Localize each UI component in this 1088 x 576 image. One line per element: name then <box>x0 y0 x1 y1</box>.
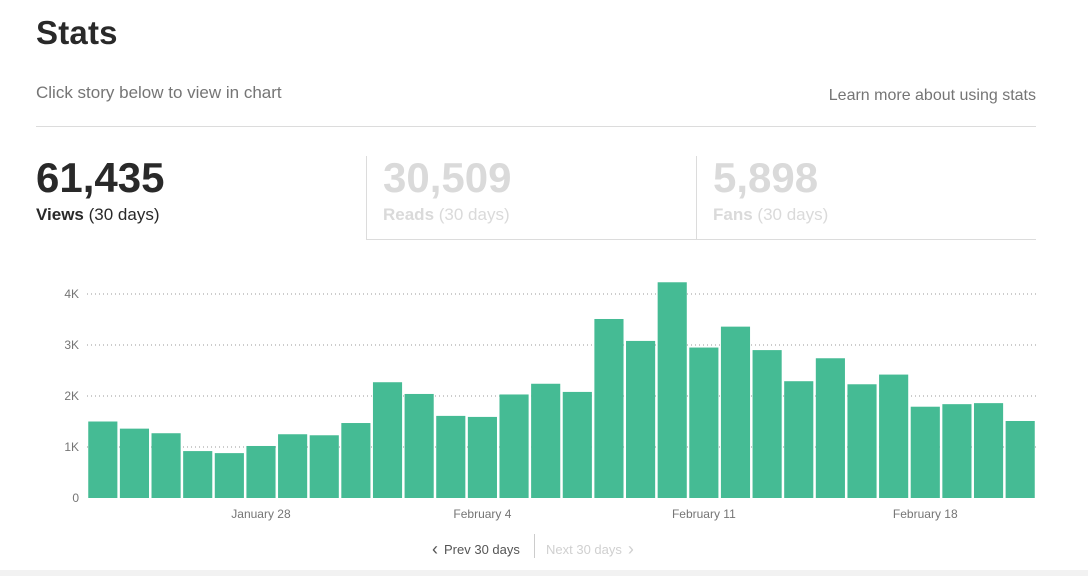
y-tick-label: 0 <box>72 491 79 505</box>
chart-bar <box>372 382 403 498</box>
fans-label: Fans <box>713 205 753 224</box>
chart-bar <box>1005 420 1035 498</box>
reads-count: 30,509 <box>383 154 512 201</box>
chart-bar <box>910 406 940 498</box>
chart-bar <box>973 403 1004 498</box>
chart-bar <box>309 435 339 498</box>
views-period: (30 days) <box>88 205 160 224</box>
bottom-edge <box>0 570 1088 576</box>
chart-bar <box>594 318 624 498</box>
prev-30-days-button[interactable]: ‹ Prev 30 days <box>426 538 520 560</box>
chart-bar <box>626 340 656 498</box>
page-title: Stats <box>36 14 118 51</box>
y-tick-label: 4K <box>64 287 79 301</box>
chart-bar <box>404 393 434 498</box>
x-tick-label: January 28 <box>231 507 291 521</box>
chart-bar <box>847 384 877 498</box>
chart-bar <box>278 434 308 498</box>
tab-reads[interactable]: 30,509 Reads (30 days) <box>366 156 696 240</box>
chart-bar <box>879 374 909 498</box>
views-label: Views <box>36 205 84 224</box>
next-30-days-button[interactable]: Next 30 days › <box>546 538 640 560</box>
chart-bar <box>246 445 276 498</box>
y-tick-label: 3K <box>64 338 79 352</box>
reads-period: (30 days) <box>438 205 510 224</box>
chevron-right-icon: › <box>627 539 634 559</box>
x-tick-label: February 4 <box>453 507 511 521</box>
learn-more-link[interactable]: Learn more about using stats <box>828 87 1036 104</box>
chart-bar <box>436 415 466 498</box>
chart-bar <box>499 394 529 498</box>
x-tick-label: February 18 <box>893 507 958 521</box>
x-tick-label: February 11 <box>672 507 736 521</box>
chart-bar <box>562 391 592 498</box>
chevron-left-icon: ‹ <box>432 539 438 559</box>
tab-fans[interactable]: 5,898 Fans (30 days) <box>696 156 1036 240</box>
fans-period: (30 days) <box>757 205 829 224</box>
chart-bar <box>183 451 213 498</box>
fans-count: 5,898 <box>713 154 819 201</box>
chart-bar <box>942 404 972 498</box>
chart-bar <box>214 453 244 498</box>
next-30-days-label: Next 30 days <box>546 541 622 557</box>
chart-bar <box>151 433 181 498</box>
chart-bar <box>689 347 719 498</box>
y-tick-label: 1K <box>64 440 79 454</box>
chart-bar <box>657 282 687 498</box>
chart-bar <box>88 421 118 498</box>
pager-divider <box>534 534 535 558</box>
reads-label-row: Reads (30 days) <box>383 205 696 225</box>
reads-label: Reads <box>383 205 435 224</box>
chart-bar <box>341 423 371 498</box>
views-label-row: Views (30 days) <box>36 205 366 225</box>
views-count: 61,435 <box>36 154 165 201</box>
chart-bar <box>815 358 845 498</box>
chart-bar <box>720 326 751 498</box>
chart-bar <box>752 350 782 498</box>
chart-bar <box>784 381 814 498</box>
chart-bar <box>531 383 561 498</box>
fans-label-row: Fans (30 days) <box>713 205 1036 225</box>
tab-views[interactable]: 61,435 Views (30 days) <box>36 156 366 240</box>
header-divider <box>36 126 1036 127</box>
page-subtitle: Click story below to view in chart <box>36 83 282 102</box>
chart-bar <box>467 416 497 498</box>
chart-bar <box>119 428 150 498</box>
prev-30-days-label: Prev 30 days <box>444 541 520 557</box>
views-bar-chart: 0 1K 2K 3K 4K January 28 February 4 February 11… <box>64 282 1036 521</box>
y-tick-label: 2K <box>64 389 79 403</box>
